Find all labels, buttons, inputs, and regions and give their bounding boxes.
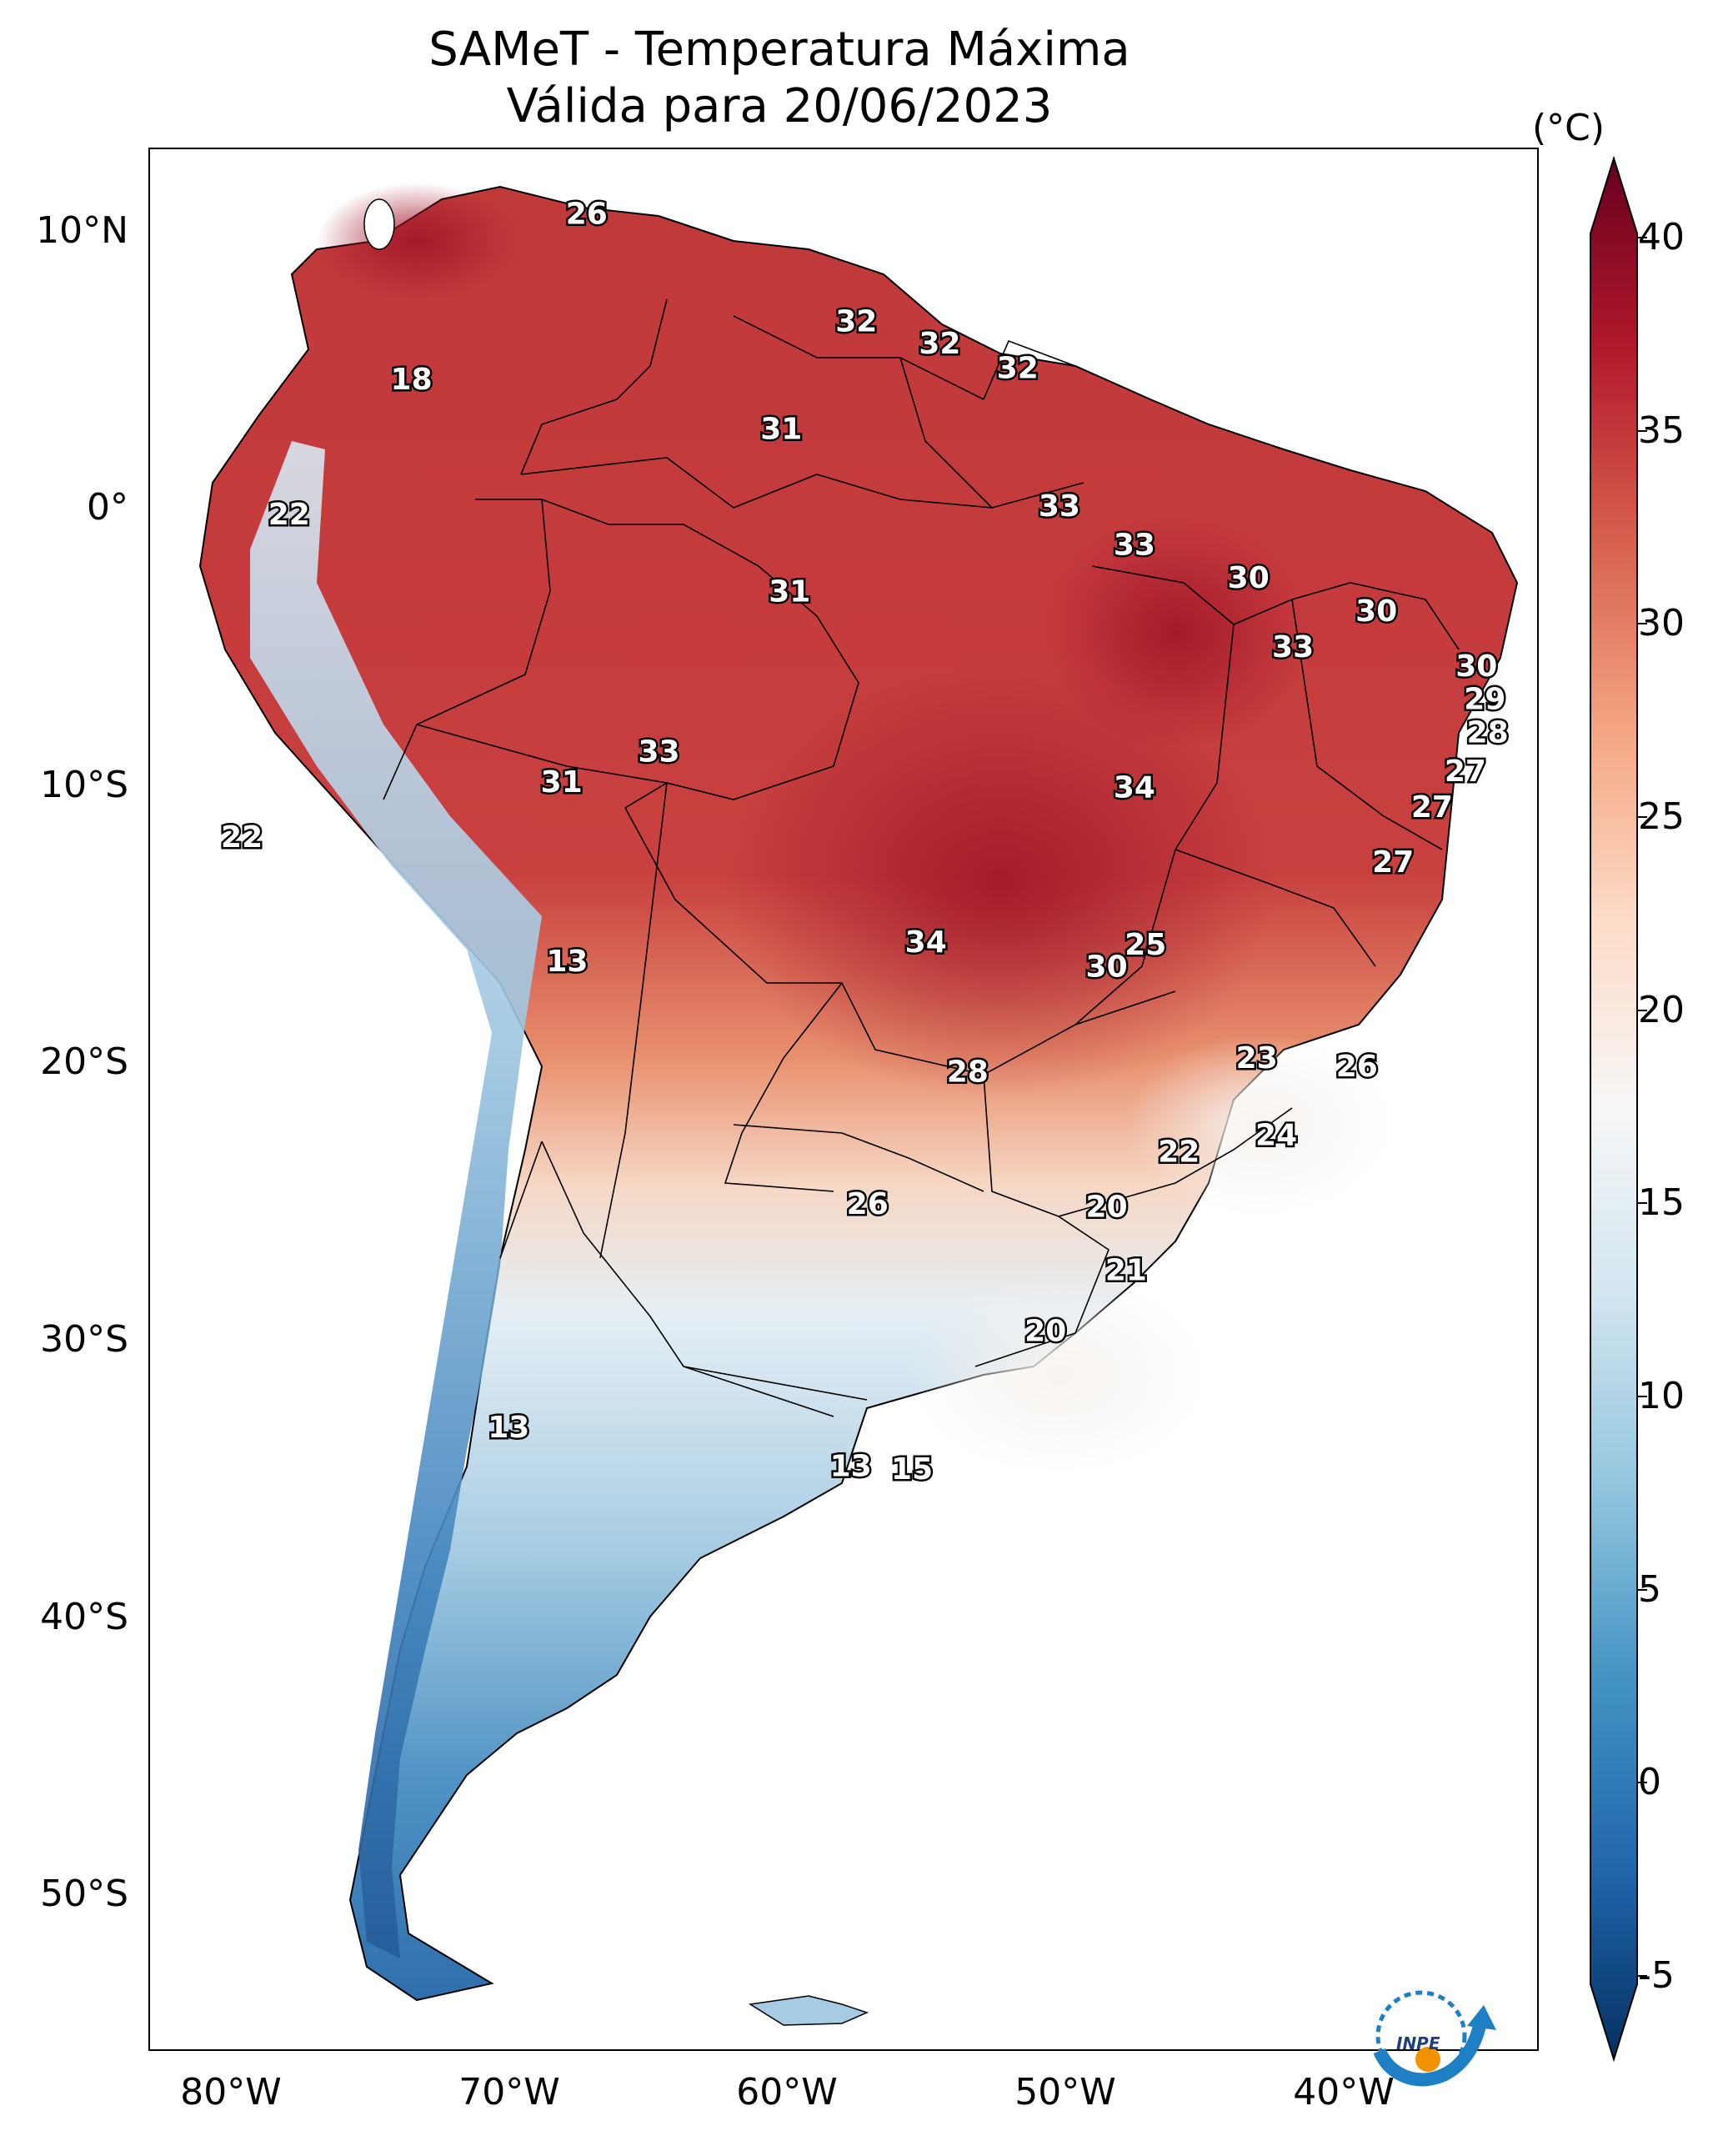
colorbar-tick-label: 35 [1638,409,1685,452]
colorbar-bar [1590,155,1638,2063]
x-tick-label: 50°W [1014,2071,1116,2113]
andes-cold-band [250,441,542,1958]
temperature-label: 20 [1086,1191,1128,1225]
temperature-label: 31 [760,413,802,447]
y-tick-label: 50°S [40,1873,128,1915]
temperature-label: 34 [905,925,947,960]
temperature-label: 33 [1114,529,1155,563]
temperature-label: 30 [1228,561,1270,595]
temperature-label: 31 [541,765,583,800]
colorbar-tick-label: 40 [1638,216,1685,258]
temperature-label: 28 [947,1055,989,1089]
temperature-label: 30 [1086,950,1128,985]
temperature-label: 13 [830,1450,872,1484]
temperature-label: 24 [1255,1119,1297,1153]
hot-core-venezuela [317,183,517,299]
inpe-logo: INPE [1373,1990,1496,2087]
temperature-label: 26 [847,1187,889,1221]
x-tick-label: 70°W [458,2071,560,2113]
hot-core-central-brazil [725,666,1275,1100]
temperature-label: 22 [221,820,263,855]
temperature-label: 15 [891,1452,933,1487]
colorbar-tick-label: -5 [1638,1954,1675,1997]
map-panel: 26 18 22 32 32 32 31 33 33 30 31 30 33 30 29 28 33 31 34 27… [148,148,1539,2051]
temperature-label: 29 [1464,683,1505,717]
temperature-label: 33 [638,735,679,770]
temperature-label: 27 [1372,845,1414,880]
temperature-label: 23 [1236,1041,1278,1075]
x-tick-label: 60°W [736,2071,838,2113]
temperature-label: 22 [268,498,310,532]
map-subtitle: Válida para 20/06/2023 [506,79,1053,133]
temperature-label: 22 [1158,1135,1200,1169]
colorbar-tick-label: 5 [1638,1568,1661,1611]
y-tick-label: 40°S [40,1596,128,1638]
temperature-label: 20 [1024,1314,1066,1348]
colorbar-tick-label: 0 [1638,1761,1661,1803]
temperature-label: 33 [1272,630,1314,664]
lake-maracaibo [363,198,395,250]
x-tick-label: 40°W [1293,2071,1395,2113]
hot-core-northeast [1042,516,1309,750]
colorbar [1590,155,1647,2063]
y-tick-label: 10°S [40,764,128,806]
temperature-label: 26 [566,197,608,231]
y-tick-label: 10°N [36,209,128,252]
temperature-label: 13 [488,1411,529,1445]
borders [383,298,1460,1417]
temperature-label: 21 [1105,1254,1147,1288]
map-title: SAMeT - Temperatura Máxima [428,23,1130,77]
temperature-label: 33 [1039,489,1080,524]
y-tick-label: 0° [87,486,128,529]
temperature-label: 18 [391,363,433,397]
logo-text: INPE [1396,2033,1440,2053]
temperature-label: 27 [1445,755,1486,789]
temperature-label: 30 [1455,649,1497,684]
temperature-label: 27 [1411,790,1453,825]
colorbar-tick-label: 25 [1638,795,1685,838]
temperature-label: 34 [1114,771,1155,805]
cool-patch-south [909,1275,1209,1475]
temperature-label: 30 [1355,594,1397,629]
colorbar-tick-label: 20 [1638,989,1685,1031]
temperature-label: 28 [1467,715,1509,750]
colorbar-tick-label: 10 [1638,1375,1685,1417]
temperature-label: 32 [997,352,1039,386]
colorbar-tick-label: 15 [1638,1181,1685,1224]
y-tick-label: 30°S [40,1318,128,1361]
x-tick-label: 80°W [180,2071,282,2113]
temperature-label: 31 [769,575,810,609]
temperature-label: 13 [546,945,588,979]
falkland-islands [748,1995,869,2026]
temperature-label: 26 [1336,1050,1378,1084]
y-tick-label: 20°S [40,1040,128,1083]
temperature-label: 32 [919,327,960,361]
colorbar-tick-label: 30 [1638,602,1685,644]
colorbar-unit: (°C) [1532,107,1605,149]
cool-patch-southeast [1125,1033,1392,1216]
temperature-label: 32 [835,304,877,338]
temperature-label: 25 [1124,928,1166,962]
